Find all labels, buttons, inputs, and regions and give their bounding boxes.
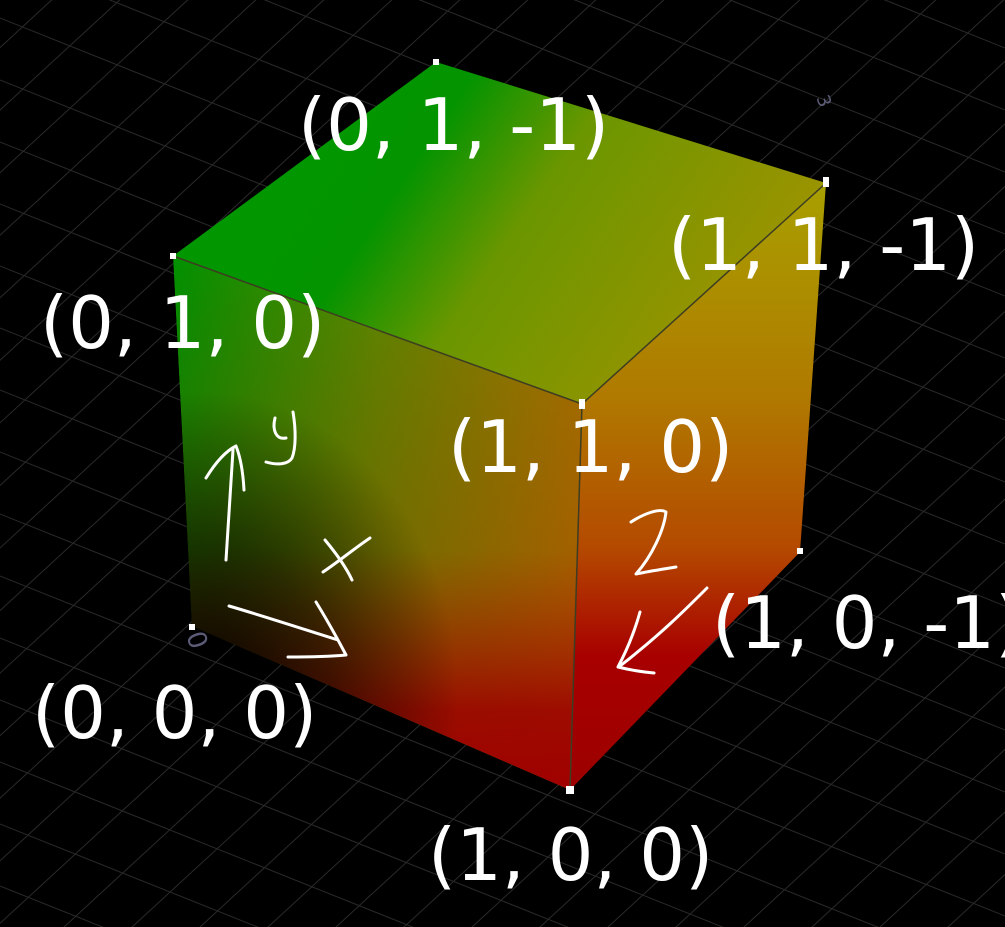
- grid-line: [0, 0, 189, 174]
- vertex-dots: [170, 59, 829, 794]
- grid-line: [0, 699, 569, 927]
- grid-line: [879, 811, 1005, 927]
- grid-line: [0, 637, 724, 927]
- grid-line: [0, 0, 461, 424]
- vertex-label-1-1-0: (1, 1, 0): [448, 405, 733, 489]
- vertex-label-0-0-0: (0, 0, 0): [32, 671, 317, 755]
- vertex-label-1-0-m1: (1, 0, -1): [712, 581, 1005, 665]
- z-axis-letter: [629, 509, 678, 576]
- y-axis-letter: [264, 410, 297, 466]
- grid-digit-far: 3: [812, 92, 836, 110]
- vertex-label-0-1-0: (0, 1, 0): [40, 281, 325, 365]
- grid-line: [0, 0, 88, 927]
- grid-line: [418, 0, 1005, 235]
- grid-line: [828, 0, 1005, 927]
- grid-line: [607, 561, 1005, 927]
- cube-right-face: [570, 183, 826, 790]
- y-axis-arrow: [204, 444, 246, 562]
- x-axis-letter: [321, 536, 372, 582]
- grid-line: [811, 748, 1005, 927]
- z-axis-arrow: [616, 586, 709, 675]
- grid-digit-origin: 0: [179, 627, 213, 653]
- cube: [170, 59, 829, 794]
- grid-line: [403, 373, 1005, 927]
- x-axis-arrow: [227, 600, 348, 659]
- grid-line: [743, 686, 1005, 927]
- grid-line: [0, 823, 259, 927]
- vertex-label-0-1-m1: (0, 1, -1): [298, 83, 609, 167]
- axis-annotations: [204, 410, 709, 675]
- grid-line: [0, 0, 325, 299]
- grid-line: [0, 575, 879, 927]
- vertex-label-1-0-0: (1, 0, 0): [428, 813, 713, 897]
- grid-line: [0, 0, 121, 111]
- grid-line: [0, 0, 20, 927]
- cube-top-face: [173, 62, 826, 404]
- grid-line: [0, 0, 1005, 42]
- grid-line: [0, 0, 393, 361]
- grid-line: [0, 0, 257, 236]
- grid-line: [0, 885, 104, 927]
- cube-edges: [172, 182, 827, 791]
- grid-line: [964, 0, 1005, 927]
- grid-line: [0, 761, 414, 927]
- grid-line: [675, 623, 1005, 927]
- grid-line: [471, 436, 1005, 927]
- vertex-labels: (0, 1, -1) (1, 1, -1) (0, 1, 0) (1, 1, 0…: [32, 83, 1005, 897]
- cube-front-face: [173, 256, 582, 790]
- grid-line: [539, 498, 1005, 927]
- vertex-label-1-1-m1: (1, 1, -1): [668, 203, 979, 287]
- grid-line: [947, 873, 1005, 927]
